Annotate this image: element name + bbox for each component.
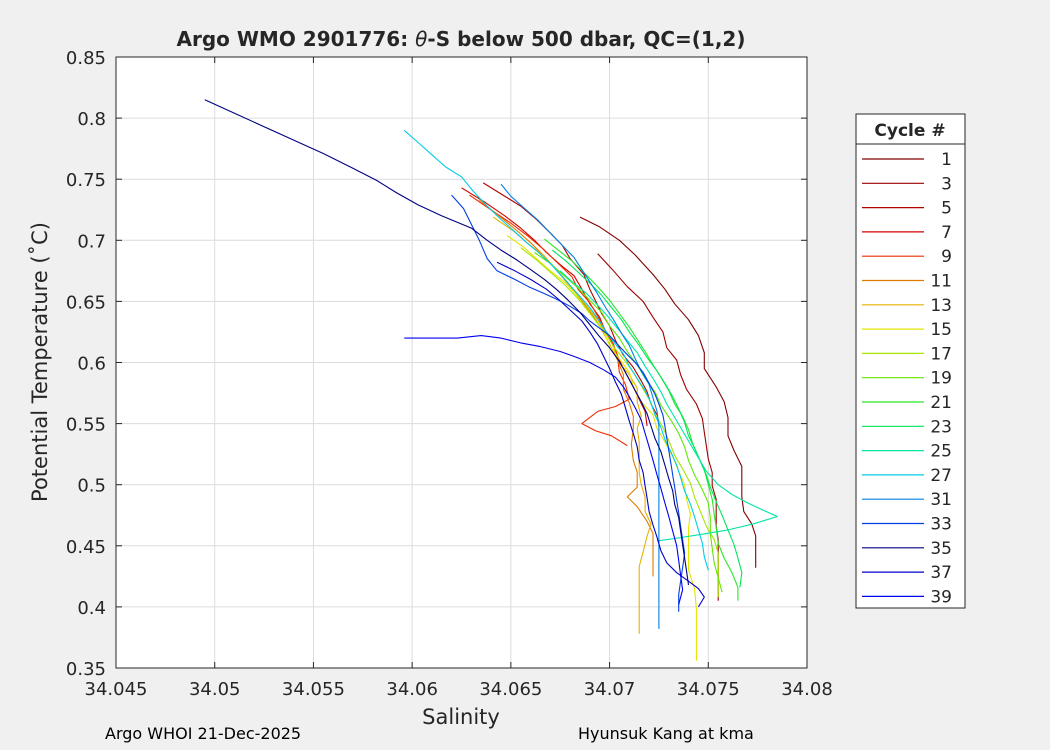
- legend-label: 35: [930, 539, 952, 559]
- x-tick-label: 34.065: [479, 679, 542, 700]
- x-axis-label: Salinity: [422, 705, 500, 729]
- y-tick-label: 0.75: [66, 170, 106, 191]
- y-tick-label: 0.7: [77, 231, 106, 252]
- legend-title: Cycle #: [874, 121, 945, 141]
- legend-label: 7: [941, 223, 952, 243]
- series-line-cycle-39: [404, 335, 684, 605]
- legend-box: [855, 113, 966, 609]
- y-tick-label: 0.6: [77, 354, 106, 375]
- x-tick-labels: 34.045 34.05 34.055 34.06 34.065 34.07 34.075 3…: [85, 679, 833, 700]
- legend-label: 39: [930, 587, 952, 607]
- legend-entry-cycle-25: 25: [862, 442, 952, 462]
- legend-label: 23: [930, 417, 952, 437]
- x-tick-label: 34.08: [781, 679, 833, 700]
- legend-entry-cycle-21: 21: [862, 393, 952, 413]
- y-axis-label: Potential Temperature (˚C): [28, 222, 52, 502]
- x-tick-label: 34.07: [584, 679, 636, 700]
- series-line-cycle-35: [204, 99, 690, 585]
- series-line-cycle-31: [500, 183, 660, 629]
- legend-entry-cycle-13: 13: [862, 296, 952, 316]
- legend-entry-cycle-7: 7: [862, 223, 952, 243]
- series-line-cycle-15: [506, 234, 697, 661]
- legend-entry-cycle-11: 11: [862, 272, 952, 292]
- plot-frame: [115, 56, 808, 669]
- y-tick-label: 0.45: [66, 537, 106, 558]
- legend-entry-cycle-39: 39: [862, 587, 952, 607]
- legend-entry-cycle-31: 31: [862, 490, 952, 510]
- x-tick-label: 34.045: [85, 679, 148, 700]
- chart-title: Argo WMO 2901776: θ-S below 500 dbar, QC…: [177, 27, 746, 51]
- y-tick-label: 0.4: [77, 598, 106, 619]
- legend: Cycle # 13579111315171921232527313335373…: [855, 113, 966, 609]
- legend-entry-cycle-1: 1: [862, 150, 952, 170]
- legend-label: 33: [930, 515, 952, 535]
- legend-label: 19: [930, 369, 952, 389]
- legend-label: 13: [930, 296, 952, 316]
- legend-label: 15: [930, 320, 952, 340]
- legend-label: 31: [930, 490, 952, 510]
- y-tick-label: 0.35: [66, 659, 106, 680]
- x-tick-label: 34.05: [189, 679, 241, 700]
- footer-left-credit: Argo WHOI 21-Dec-2025: [105, 724, 302, 743]
- series-line-cycle-1: [579, 216, 757, 568]
- y-tick-label: 0.5: [77, 476, 106, 497]
- series-line-cycle-33: [451, 194, 686, 612]
- legend-label: 27: [930, 466, 952, 486]
- legend-label: 1: [941, 150, 952, 170]
- legend-label: 37: [930, 563, 952, 583]
- x-tick-label: 34.06: [386, 679, 438, 700]
- y-tick-label: 0.65: [66, 292, 106, 313]
- series-line-cycle-37: [496, 261, 705, 608]
- legend-entry-cycle-33: 33: [862, 515, 952, 535]
- legend-label: 21: [930, 393, 952, 413]
- legend-entry-cycle-9: 9: [862, 247, 952, 267]
- legend-entry-cycle-37: 37: [862, 563, 952, 583]
- series-line-cycle-19: [534, 252, 723, 593]
- legend-label: 11: [930, 272, 952, 292]
- legend-entry-cycle-15: 15: [862, 320, 952, 340]
- footer-right-credit: Hyunsuk Kang at kma: [578, 724, 754, 743]
- series-line-cycle-23: [551, 249, 743, 588]
- y-tick-label: 0.85: [66, 48, 106, 69]
- series-lines: [204, 99, 778, 661]
- x-tick-label: 34.055: [282, 679, 345, 700]
- series-line-cycle-9: [469, 194, 630, 447]
- series-line-cycle-25: [559, 270, 778, 542]
- legend-entry-cycle-27: 27: [862, 466, 952, 486]
- legend-label: 3: [941, 174, 952, 194]
- legend-entry-cycle-19: 19: [862, 369, 952, 389]
- x-tick-label: 34.075: [677, 679, 740, 700]
- series-line-cycle-27: [403, 129, 709, 571]
- legend-label: 5: [941, 199, 952, 219]
- legend-entry-cycle-17: 17: [862, 344, 952, 364]
- legend-entry-cycle-5: 5: [862, 199, 952, 219]
- y-tick-labels: 0.35 0.4 0.45 0.5 0.55 0.6 0.65 0.7 0.75 0.8 0.85: [66, 48, 106, 680]
- legend-entry-cycle-3: 3: [862, 174, 952, 194]
- y-tick-label: 0.8: [77, 109, 106, 130]
- legend-label: 9: [941, 247, 952, 267]
- legend-entry-cycle-35: 35: [862, 539, 952, 559]
- legend-label: 17: [930, 344, 952, 364]
- y-tick-label: 0.55: [66, 415, 106, 436]
- legend-entry-cycle-23: 23: [862, 417, 952, 437]
- legend-label: 25: [930, 442, 952, 462]
